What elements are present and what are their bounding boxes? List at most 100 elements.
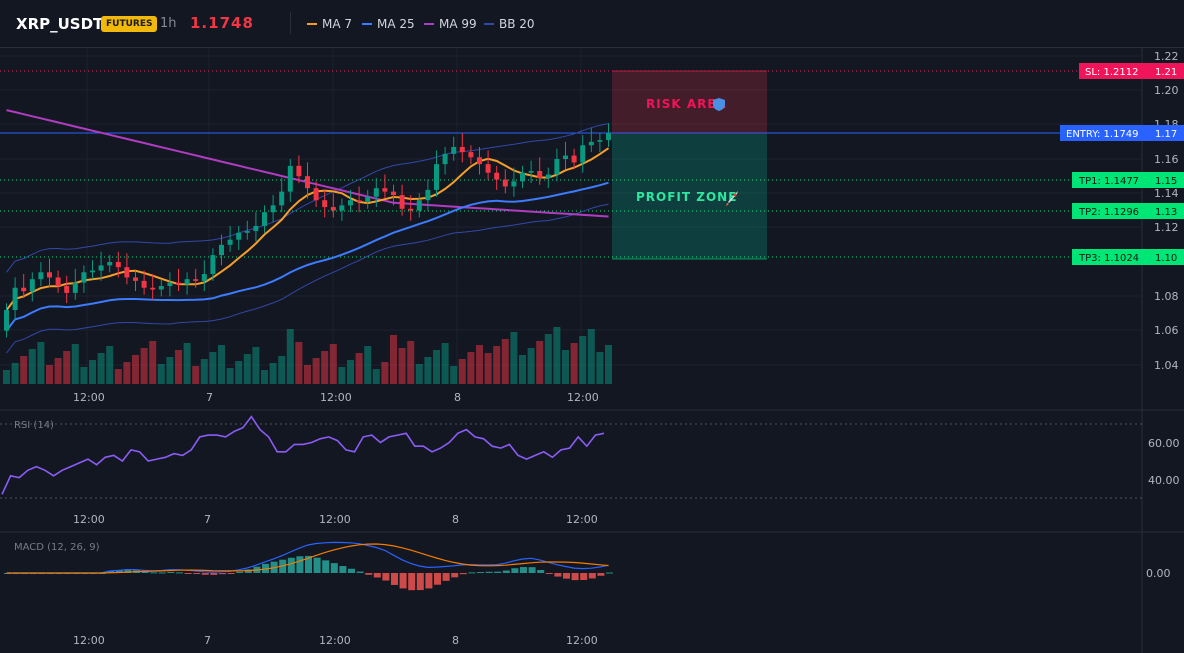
ma7-swatch [307,23,317,25]
macd-tick: 0.00 [1146,567,1171,580]
last-price: 1.1748 [190,14,254,32]
candle-body [502,179,508,187]
macd-hist-bar [571,573,579,581]
legend-bb20[interactable]: BB 20 [484,17,535,31]
entry-tick: 1.17 [1155,129,1177,140]
risk-area-box[interactable] [612,71,767,134]
macd-hist-bar [485,571,493,573]
candle-body [29,279,35,292]
macd-hist-bar [330,563,338,573]
macd-hist-bar [296,556,304,573]
candle-body [485,164,491,173]
macd-hist-bar [184,573,192,574]
time-label: 12:00 [73,513,105,526]
volume-bar [54,358,62,384]
candle-body [330,207,336,211]
volume-bar [321,351,329,384]
macd-hist-bar [434,573,441,585]
candle-body [90,270,95,273]
profit-zone-label: PROFIT ZONE [636,190,737,204]
volume-bar [501,339,509,384]
candle-body [201,274,207,281]
candle-body [158,286,164,290]
macd-hist-bar [399,573,407,589]
header-divider [290,12,291,34]
price-tick: 1.16 [1154,153,1179,166]
macd-hist-bar [262,563,269,573]
sl-tag[interactable]: SL: 1.2112 1.21 [1079,63,1184,79]
volume-bar [407,341,415,384]
time-label: 12:00 [567,391,599,404]
macd-label[interactable]: MACD (12, 26, 9) [14,542,100,553]
volume-bar [123,362,131,384]
time-label: 12:00 [320,391,352,404]
volume-bar [347,360,354,384]
legend-ma99[interactable]: MA 99 [424,17,477,31]
profit-zone-box[interactable] [612,134,767,259]
rsi-line [1,415,605,495]
macd-hist-bar [244,569,252,573]
macd-hist-bar [201,573,209,575]
volume-bar [329,344,337,384]
macd-hist-bar [451,573,459,578]
time-axis-main[interactable]: 12:00 7 12:00 8 12:00 [73,391,599,404]
macd-hist-bar [313,557,321,573]
time-axis-macd[interactable]: 12:00 7 12:00 8 12:00 [73,634,598,647]
macd-line [6,541,609,574]
candle-body [81,272,87,283]
volume-bar [355,353,363,384]
macd-hist-bar [158,572,166,574]
volume-bar [218,345,225,384]
legend-ma25[interactable]: MA 25 [362,17,415,31]
volume-bar [192,366,200,384]
tp1-tag[interactable]: TP1: 1.1477 1.15 [1072,172,1184,188]
time-label: 8 [454,391,461,404]
candle-body [176,282,181,285]
time-axis-rsi[interactable]: 12:00 7 12:00 8 12:00 [73,513,598,526]
symbol-name[interactable]: XRP_USDT [16,15,104,33]
candle-body [244,231,250,233]
chart-header: XRP_USDT FUTURES 1h 1.1748 MA 7 MA 25 MA… [0,0,1184,48]
candle-body [528,171,534,173]
macd-hist-bar [459,573,467,575]
tp2-tag[interactable]: TP2: 1.1296 1.13 [1072,203,1184,219]
time-label: 12:00 [566,634,598,647]
volume-bar [381,362,389,384]
tp3-tag-bg [1072,249,1142,265]
macd-hist-bar [537,570,545,573]
candle-body [184,279,190,285]
volume-bar [235,361,243,384]
candle-body [511,181,517,187]
volume-bar [28,349,36,384]
price-axis[interactable]: 1.22 1.20 1.18 1.16 1.14 1.12 1.08 1.06 … [1154,50,1179,372]
entry-tag[interactable]: ENTRY: 1.1749 1.17 [1060,125,1184,141]
volume-bar [433,350,440,384]
macd-hist-bar [115,570,123,573]
macd-hist-bar [511,568,519,573]
time-label: 12:00 [319,634,351,647]
bb-upper-band [6,123,609,273]
price-tick: 1.08 [1154,290,1179,303]
volume-bar [484,353,492,384]
macd-hist-bar [494,571,502,573]
volume-bar [278,356,286,384]
rsi-label[interactable]: RSI (14) [14,420,54,431]
volume-bar [467,352,475,384]
candle-body [322,200,328,208]
volume-bar [424,357,432,384]
legend-ma7[interactable]: MA 7 [307,17,352,31]
legend-bb20-label: BB 20 [499,17,535,31]
candles[interactable] [4,122,611,338]
macd-hist-bar [141,571,149,573]
macd-hist-bar [227,573,235,574]
tp3-tag[interactable]: TP3: 1.1024 1.10 [1072,249,1184,265]
macd-hist-bar [545,573,553,574]
tp3-tag-label: TP3: 1.1024 [1078,253,1139,264]
volume-bar [46,365,53,384]
timeframe-selector[interactable]: 1h [160,16,177,31]
shield-icon [713,98,725,111]
candle-body [141,280,147,288]
macd-hist-bar [176,572,183,574]
tp2-tag-label: TP2: 1.1296 [1078,207,1139,218]
